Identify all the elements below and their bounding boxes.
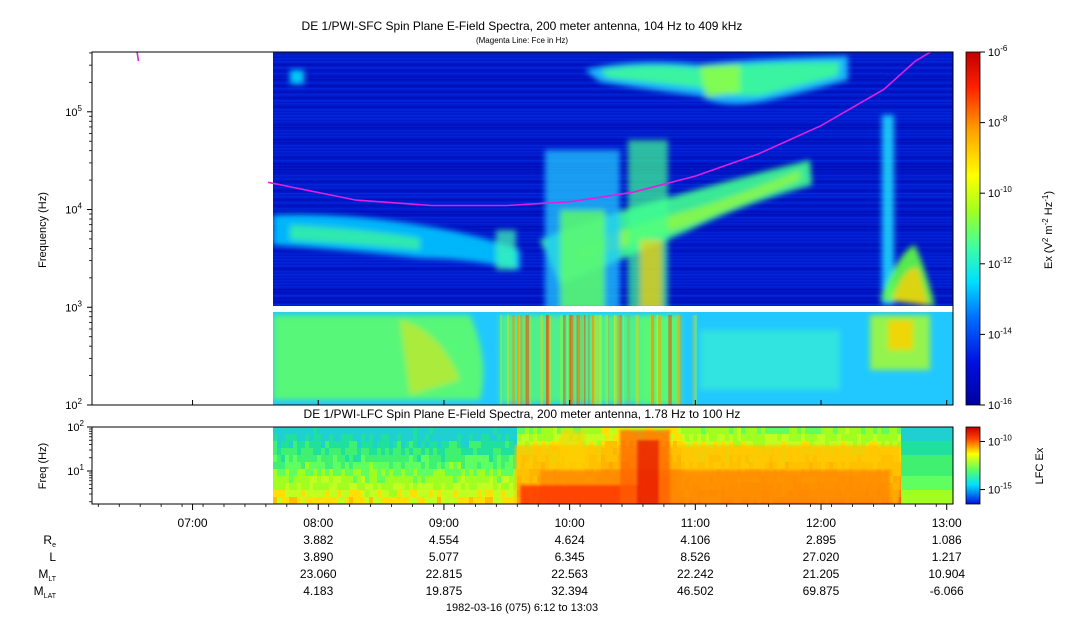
sfc-y-tick-label: 104 [65, 202, 82, 217]
sfc-colorbar-tick-label: 10-8 [988, 115, 1008, 130]
chart-subtitle: (Magenta Line: Fce in Hz) [476, 36, 568, 45]
sfc-colorbar-tick-label: 10-6 [988, 44, 1008, 59]
time-tick-label: 12:00 [806, 516, 836, 530]
sfc-y-axis: 102 103 104 105 [65, 52, 92, 412]
ephemeris-value: 27.020 [803, 550, 840, 564]
ephemeris-row-label: Re [43, 533, 56, 549]
lfc-y-tick-label: 102 [67, 419, 84, 434]
lfc-colorbar-tick-label: 10-10 [988, 433, 1012, 448]
sfc-y-label: Frequency (Hz) [37, 192, 49, 268]
lfc-y-label: Freq (Hz) [37, 443, 49, 489]
ephemeris-value: 4.554 [429, 533, 459, 547]
ephemeris-value: 6.345 [555, 550, 585, 564]
ephemeris-value: 3.882 [303, 533, 333, 547]
time-axis: 07:00 08:00 09:00 10:00 11:00 12:00 13:00 [97, 400, 962, 530]
sfc-colorbar-bar [965, 51, 981, 406]
sfc-low-band [273, 312, 953, 405]
ephemeris-value: 4.624 [555, 533, 585, 547]
ephemeris-value: 3.890 [303, 550, 333, 564]
ephemeris-value: 22.242 [677, 567, 714, 581]
ephemeris-value: 10.904 [928, 567, 965, 581]
time-tick-label: 09:00 [429, 516, 459, 530]
lfc-spectrogram [273, 427, 953, 504]
lfc-colorbar-label: LFC Ex [1034, 447, 1046, 484]
ephemeris-value: 19.875 [426, 584, 463, 598]
ephemeris-value: 32.394 [551, 584, 588, 598]
lfc-y-axis: 101 102 [67, 419, 92, 503]
ephemeris-value: 22.563 [551, 567, 588, 581]
lfc-features [515, 430, 900, 504]
ephemeris-value: 23.060 [300, 567, 337, 581]
sfc-spectrogram [273, 52, 953, 405]
time-tick-label: 11:00 [681, 516, 710, 530]
ephemeris-value: 1.217 [932, 550, 962, 564]
footer-date-range: 1982-03-16 (075) 6:12 to 13:03 [446, 602, 598, 614]
sfc-emission-features [273, 56, 935, 306]
sfc-y-tick-label: 103 [65, 299, 82, 314]
sfc-y-tick-label: 105 [65, 104, 82, 119]
sfc-colorbar-tick-label: 10-16 [988, 397, 1012, 412]
lfc-colorbar-bar [965, 426, 981, 505]
sfc-colorbar-label: Ex (V2 m-2 Hz-1) [1041, 191, 1055, 269]
sfc-frame [91, 51, 954, 406]
ephemeris-value: 1.086 [932, 533, 962, 547]
ephemeris-value: -6.066 [930, 584, 964, 598]
sfc-colorbar: 10-6 10-8 10-10 10-12 10-14 10-16 Ex (V2 m-2 … [965, 44, 1055, 412]
fce-magenta-line [136, 52, 933, 207]
sfc-colorbar-tick-label: 10-10 [988, 185, 1012, 200]
lfc-y-tick-label: 101 [67, 463, 84, 478]
ephemeris-value: 8.526 [680, 550, 710, 564]
time-tick-label: 13:00 [932, 516, 962, 530]
sfc-vertical-bursts [500, 315, 697, 405]
ephemeris-value: 5.077 [429, 550, 459, 564]
sfc-colorbar-ticks: 10-6 10-8 10-10 10-12 10-14 10-16 [980, 44, 1012, 412]
ephemeris-row-label: L [49, 550, 56, 564]
lfc-colorbar: 10-10 10-15 LFC Ex [965, 426, 1046, 505]
time-tick-label: 07:00 [178, 516, 208, 530]
ephemeris-value: 21.205 [803, 567, 840, 581]
sfc-colorbar-tick-label: 10-14 [988, 326, 1012, 341]
ephemeris-row-label: MLT [38, 567, 56, 583]
lfc-frame [91, 426, 954, 505]
ephemeris-value: 4.106 [680, 533, 710, 547]
lfc-colorbar-tick-label: 10-15 [988, 482, 1012, 497]
lfc-title: DE 1/PWI-LFC Spin Plane E-Field Spectra,… [304, 407, 741, 421]
lfc-colorbar-ticks: 10-10 10-15 [980, 433, 1012, 497]
ephemeris-value: 22.815 [426, 567, 463, 581]
ephemeris-value: 2.895 [806, 533, 836, 547]
time-tick-label: 08:00 [303, 516, 333, 530]
chart-title: DE 1/PWI-SFC Spin Plane E-Field Spectra,… [302, 19, 743, 33]
time-tick-label: 10:00 [555, 516, 585, 530]
ephemeris-table: Re 3.882 4.554 4.624 4.106 2.895 1.086 L 3.890 5.… [34, 533, 966, 600]
sfc-y-tick-label: 102 [65, 397, 82, 412]
sfc-colorbar-tick-label: 10-12 [988, 256, 1012, 271]
ephemeris-value: 46.502 [677, 584, 714, 598]
sfc-gap-line [273, 306, 953, 312]
ephemeris-value: 69.875 [803, 584, 840, 598]
ephemeris-value: 4.183 [303, 584, 333, 598]
ephemeris-row-label: MLAT [34, 584, 57, 600]
